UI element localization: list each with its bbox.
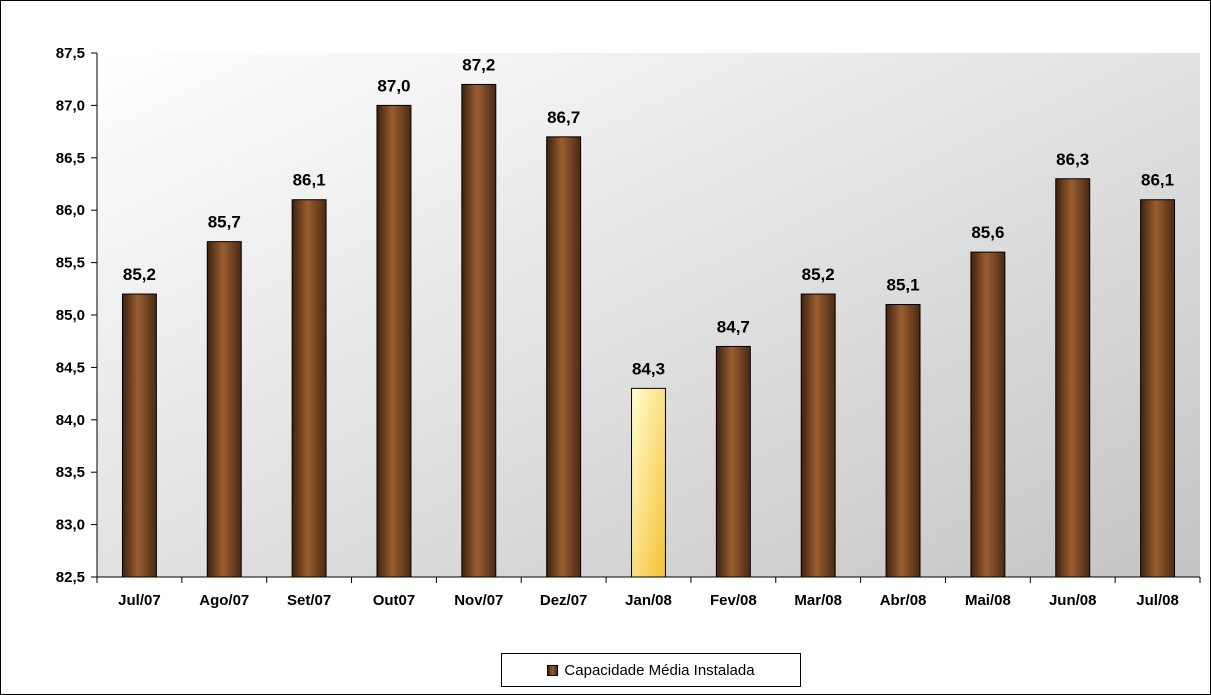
data-label: 85,6 bbox=[971, 223, 1004, 242]
y-tick-label: 85,0 bbox=[56, 307, 85, 324]
x-category-label: Nov/07 bbox=[454, 592, 503, 609]
x-category-label: Jan/08 bbox=[625, 592, 672, 609]
bars-layer bbox=[121, 83, 1176, 578]
legend: Capacidade Média Instalada bbox=[501, 653, 801, 687]
bar bbox=[715, 345, 751, 578]
legend-label: Capacidade Média Instalada bbox=[564, 661, 755, 679]
bar bbox=[121, 293, 157, 578]
y-tick-label: 87,0 bbox=[56, 97, 85, 114]
y-tick-label: 86,5 bbox=[56, 150, 85, 167]
bar bbox=[970, 251, 1006, 578]
bar bbox=[461, 83, 497, 578]
x-category-label: Ago/07 bbox=[199, 592, 249, 609]
bar bbox=[1140, 199, 1176, 578]
bar-highlight bbox=[631, 387, 666, 578]
data-label: 86,1 bbox=[1141, 171, 1174, 190]
x-category-label: Abr/08 bbox=[880, 592, 927, 609]
axes-layer bbox=[91, 52, 1201, 583]
y-tick-label: 82,5 bbox=[56, 569, 85, 586]
x-category-label: Jun/08 bbox=[1049, 592, 1097, 609]
bar bbox=[800, 293, 836, 578]
y-tick-label: 87,5 bbox=[56, 45, 85, 62]
y-tick-label: 86,0 bbox=[56, 202, 85, 219]
bar bbox=[291, 199, 327, 578]
data-label: 87,0 bbox=[377, 76, 410, 95]
x-category-label: Mai/08 bbox=[965, 592, 1011, 609]
y-tick-label: 84,5 bbox=[56, 359, 85, 376]
x-category-label: Jul/08 bbox=[1136, 592, 1179, 609]
x-category-label: Dez/07 bbox=[540, 592, 588, 609]
x-category-label: Out07 bbox=[373, 592, 416, 609]
bar bbox=[1055, 178, 1091, 578]
data-label: 87,2 bbox=[462, 55, 495, 74]
bar bbox=[546, 136, 582, 578]
data-label: 85,7 bbox=[208, 213, 241, 232]
bar bbox=[376, 104, 412, 578]
y-tick-label: 83,5 bbox=[56, 464, 85, 481]
data-label: 86,7 bbox=[547, 108, 580, 127]
x-category-label: Fev/08 bbox=[710, 592, 757, 609]
data-label: 85,1 bbox=[886, 276, 919, 295]
x-category-label: Set/07 bbox=[287, 592, 331, 609]
data-label: 84,7 bbox=[717, 317, 750, 336]
bar bbox=[206, 241, 242, 578]
data-label: 84,3 bbox=[632, 359, 665, 378]
legend-swatch bbox=[547, 664, 559, 676]
data-label: 86,1 bbox=[293, 171, 326, 190]
y-tick-label: 84,0 bbox=[56, 412, 85, 429]
data-label: 85,2 bbox=[802, 265, 835, 284]
data-label: 86,3 bbox=[1056, 150, 1089, 169]
y-tick-label: 83,0 bbox=[56, 517, 85, 534]
y-tick-label: 85,5 bbox=[56, 255, 85, 272]
x-category-label: Jul/07 bbox=[118, 592, 161, 609]
data-label: 85,2 bbox=[123, 265, 156, 284]
labels-layer: 82,5 83,0 83,5 84,0 84,5 85,0 85,5 86,0 86,5 87,0… bbox=[56, 45, 1179, 609]
bar bbox=[885, 304, 921, 578]
x-category-label: Mar/08 bbox=[794, 592, 842, 609]
